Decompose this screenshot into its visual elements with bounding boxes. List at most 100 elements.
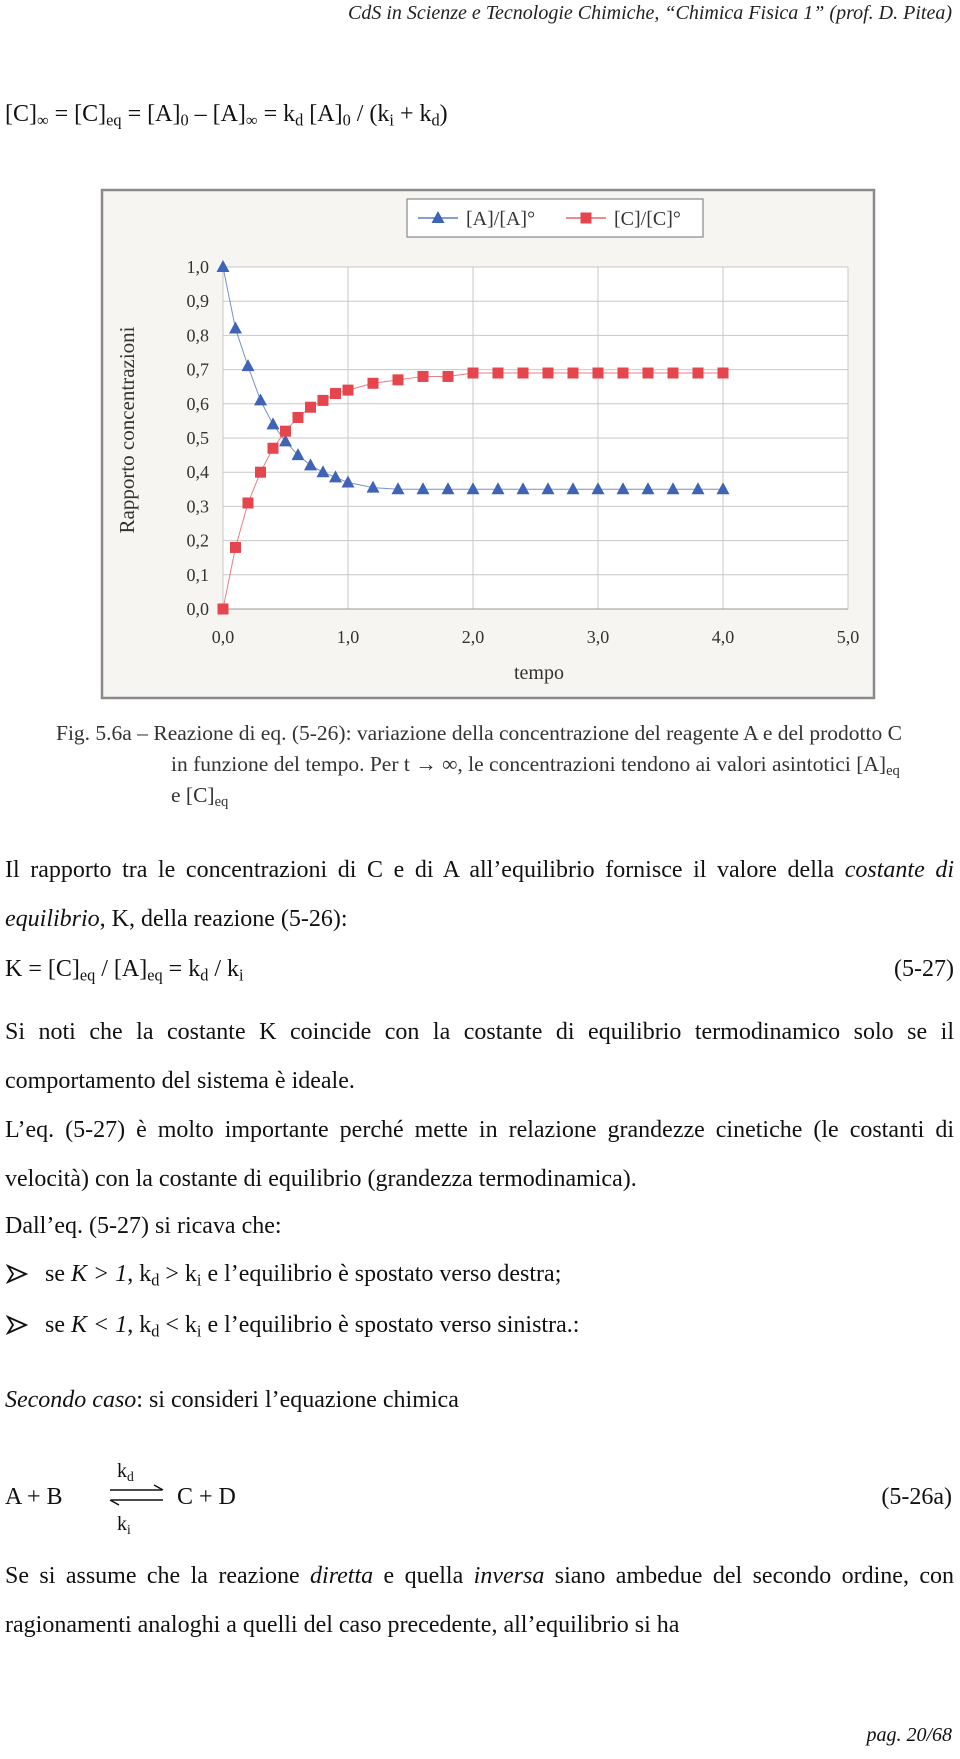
triangle-marker	[716, 482, 730, 495]
triangle-marker	[241, 359, 255, 372]
square-marker	[580, 212, 592, 224]
text-run: e l’equilibrio è spostato verso sinistra…	[201, 1312, 580, 1338]
subscript: eq	[79, 965, 96, 985]
text-run: costante di equilibrio	[5, 857, 954, 932]
products: C + D	[177, 1484, 236, 1510]
square-marker	[617, 367, 629, 379]
square-marker	[717, 367, 729, 379]
text-run: [C]	[5, 101, 37, 127]
triangle-marker	[266, 417, 280, 430]
legend-label: [A]/[A]°	[466, 208, 535, 230]
text-run: : si consideri l’equazione chimica	[136, 1387, 459, 1413]
square-marker	[330, 388, 341, 400]
subscript: d	[295, 110, 304, 130]
equation-number: (5-27)	[894, 956, 954, 982]
equation-row: K = [C]eq / [A]eq = kd / ki (5-27)	[5, 945, 954, 994]
triangle-marker	[431, 211, 445, 223]
paragraph: Secondo caso: si consideri l’equazione c…	[5, 1376, 954, 1425]
x-tick-label: 3,0	[587, 627, 610, 647]
text-run: = [A]	[121, 101, 181, 127]
subscript: eq	[886, 763, 900, 780]
text-run: / (k	[350, 101, 390, 127]
subscript: 0	[180, 110, 189, 130]
equation: K = [C]eq / [A]eq = kd / ki	[5, 945, 244, 994]
square-marker	[392, 374, 404, 386]
text-run: inversa	[473, 1563, 545, 1589]
text-run: se	[45, 1261, 71, 1287]
text-run: Il rapporto tra le concentrazioni di C e…	[5, 857, 845, 883]
y-tick-label: 0,6	[187, 394, 210, 414]
text-run: = k	[162, 956, 201, 982]
bullet-item: se K < 1, kd < ki e l’equilibrio è spost…	[45, 1301, 579, 1350]
square-marker	[367, 377, 379, 389]
square-marker	[667, 367, 679, 379]
x-axis-label: tempo	[514, 662, 564, 684]
text-run: e l’equilibrio è spostato verso destra;	[201, 1261, 562, 1287]
y-tick-label: 0,0	[187, 599, 210, 619]
equilibrium-arrows	[109, 1484, 164, 1506]
subscript: eq	[214, 794, 229, 811]
text-run: k	[117, 1513, 127, 1535]
paragraph: L’eq. (5-27) è molto importante perché m…	[5, 1106, 954, 1204]
square-marker	[692, 367, 704, 379]
square-marker	[567, 367, 579, 379]
triangle-marker	[416, 482, 430, 495]
text-run: > k	[159, 1261, 197, 1287]
text-run: , K, della reazione (5-26):	[99, 906, 348, 932]
equation: [C]∞ = [C]eq = [A]0 – [A]∞ = kd [A]0 / (…	[5, 90, 448, 139]
triangle-marker	[329, 470, 342, 483]
subscript: eq	[147, 965, 163, 985]
triangle-marker	[691, 482, 705, 495]
paragraph: Dall’eq. (5-27) si ricava che:	[5, 1202, 954, 1251]
triangle-marker	[304, 458, 317, 471]
triangle-marker	[279, 434, 292, 447]
reactants: A + B	[5, 1484, 63, 1510]
square-marker	[492, 367, 504, 379]
text-run: K = [C]	[5, 956, 80, 982]
triangle-marker	[641, 482, 655, 495]
text-run: < k	[159, 1312, 197, 1338]
square-marker	[592, 367, 604, 379]
text-run: = k	[257, 101, 296, 127]
y-tick-label: 0,5	[187, 428, 210, 448]
subscript: i	[196, 1270, 202, 1290]
y-tick-label: 0,3	[187, 496, 210, 516]
equation-number: (5-26a)	[881, 1484, 952, 1510]
text-run: , k	[127, 1312, 152, 1338]
triangle-marker	[516, 482, 530, 495]
y-tick-label: 1,0	[187, 257, 210, 277]
triangle-marker	[441, 482, 455, 495]
text-run: K < 1	[71, 1312, 128, 1338]
subscript: d	[151, 1270, 160, 1290]
text-run: )	[439, 101, 448, 127]
triangle-marker	[341, 475, 355, 488]
subscript: i	[127, 1521, 131, 1537]
square-marker	[255, 466, 266, 478]
text-run: / [A]	[95, 956, 148, 982]
square-marker	[342, 384, 354, 396]
square-marker	[517, 367, 529, 379]
square-marker	[442, 370, 454, 382]
bullet-icon	[6, 1315, 28, 1335]
x-tick-label: 2,0	[462, 627, 485, 647]
y-tick-label: 0,1	[187, 565, 210, 585]
square-marker	[642, 367, 654, 379]
y-tick-label: 0,7	[187, 360, 210, 380]
triangle-marker	[391, 482, 405, 495]
text-run: Dall’eq. (5-27) si ricava che:	[5, 1213, 282, 1239]
x-tick-label: 0,0	[212, 627, 235, 647]
triangle-marker	[616, 482, 630, 495]
triangle-marker	[591, 482, 605, 495]
paragraph: Se si assume che la reazione diretta e q…	[5, 1552, 954, 1650]
square-marker	[417, 370, 429, 382]
figure-caption: Fig. 5.6a – Reazione di eq. (5-26): vari…	[56, 718, 906, 811]
subscript: 0	[342, 110, 351, 130]
triangle-marker	[366, 480, 380, 493]
triangle-marker	[229, 321, 242, 334]
text-run: siano ambedue del secondo ordine, con ra…	[5, 1563, 955, 1638]
text-run: diretta	[310, 1563, 374, 1589]
triangle-marker	[216, 260, 230, 272]
text-run: = [C]	[48, 101, 107, 127]
subscript: eq	[106, 110, 122, 130]
paragraph: Si noti che la costante K coincide con l…	[5, 1008, 954, 1106]
